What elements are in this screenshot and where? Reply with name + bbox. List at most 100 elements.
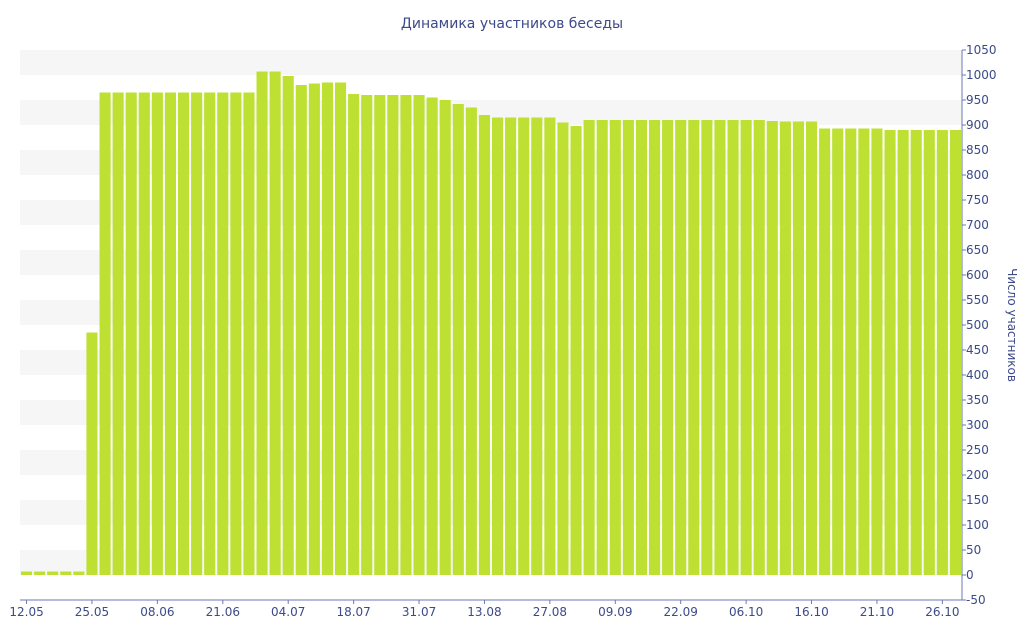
y-axis-ticks: 1050100095090085080075070065060055050045…: [962, 43, 997, 607]
x-tick-label: 21.06: [206, 605, 240, 619]
x-tick-label: 08.06: [140, 605, 174, 619]
bar: [465, 107, 477, 575]
bar: [753, 120, 765, 575]
bar: [282, 76, 294, 575]
bar: [21, 571, 33, 575]
bar: [792, 121, 804, 575]
bar: [649, 120, 661, 575]
y-tick-label: 900: [966, 118, 989, 132]
y-tick-label: 50: [966, 543, 981, 557]
bar: [60, 571, 72, 575]
bar: [492, 117, 504, 575]
bars: [21, 71, 961, 575]
x-tick-label: 26.10: [925, 605, 959, 619]
y-tick-label: 450: [966, 343, 989, 357]
bar: [138, 92, 150, 575]
bar: [308, 83, 320, 575]
x-axis-ticks: 12.05 25.05 08.06 21.06 04.07 18.07 31.07 13.08…: [9, 600, 960, 619]
grid-band: [20, 150, 962, 175]
grid-band: [20, 50, 962, 75]
bar: [518, 117, 530, 575]
y-tick-label: 1000: [966, 68, 997, 82]
y-tick-label: 700: [966, 218, 989, 232]
bar: [701, 120, 713, 575]
bar: [675, 120, 687, 575]
bar: [34, 571, 46, 575]
grid-band: [20, 550, 962, 575]
x-tick-label: 22.09: [664, 605, 698, 619]
bar: [178, 92, 190, 575]
y-tick-label: 200: [966, 468, 989, 482]
y-tick-label: 750: [966, 193, 989, 207]
y-tick-label: 600: [966, 268, 989, 282]
y-tick-label: 150: [966, 493, 989, 507]
bar: [47, 571, 59, 575]
bar: [217, 92, 229, 575]
bar: [230, 92, 242, 575]
bar: [766, 121, 778, 575]
x-tick-label: 18.07: [336, 605, 370, 619]
grid-band: [20, 500, 962, 525]
bar: [413, 95, 425, 575]
y-tick-label: 350: [966, 393, 989, 407]
grid-band: [20, 450, 962, 475]
bar: [923, 130, 935, 575]
bar: [99, 92, 111, 575]
bar: [596, 120, 608, 575]
y-tick-label: 500: [966, 318, 989, 332]
bar: [452, 104, 464, 575]
bar: [858, 128, 870, 575]
bar: [635, 120, 647, 575]
bar: [910, 130, 922, 575]
y-tick-label: 400: [966, 368, 989, 382]
bar: [361, 95, 373, 575]
x-tick-label: 04.07: [271, 605, 305, 619]
y-tick-label: -50: [966, 593, 986, 607]
y-tick-label: 250: [966, 443, 989, 457]
bar: [897, 130, 909, 575]
bar: [622, 120, 634, 575]
bar: [125, 92, 137, 575]
y-tick-label: 1050: [966, 43, 997, 57]
bar: [112, 92, 124, 575]
bar: [688, 120, 700, 575]
y-tick-label: 0: [966, 568, 974, 582]
bar: [191, 92, 203, 575]
grid-band: [20, 350, 962, 375]
x-tick-label: 21.10: [860, 605, 894, 619]
bar: [73, 571, 85, 575]
x-tick-label: 06.10: [729, 605, 763, 619]
bar: [400, 95, 412, 575]
bar: [544, 117, 556, 575]
bar: [832, 128, 844, 575]
x-tick-label: 25.05: [75, 605, 109, 619]
y-axis-title: Число участников: [1005, 268, 1019, 382]
chart-title: Динамика участников беседы: [401, 16, 623, 32]
bar: [164, 92, 176, 575]
bar: [321, 82, 333, 575]
bar: [819, 128, 831, 575]
bar: [374, 95, 386, 575]
bar: [478, 115, 490, 575]
bar: [570, 126, 582, 575]
bar: [439, 100, 451, 575]
y-tick-label: 100: [966, 518, 989, 532]
y-tick-label: 850: [966, 143, 989, 157]
bar: [806, 121, 818, 575]
y-tick-label: 300: [966, 418, 989, 432]
bar: [740, 120, 752, 575]
bar: [335, 82, 347, 575]
bar: [204, 92, 216, 575]
bar: [779, 121, 791, 575]
y-tick-label: 550: [966, 293, 989, 307]
bar: [949, 130, 961, 575]
grid-bands: [20, 50, 962, 575]
bar: [871, 128, 883, 575]
bar: [662, 120, 674, 575]
grid-band: [20, 100, 962, 125]
grid-band: [20, 250, 962, 275]
y-tick-label: 950: [966, 93, 989, 107]
x-tick-label: 09.09: [598, 605, 632, 619]
bar: [936, 130, 948, 575]
